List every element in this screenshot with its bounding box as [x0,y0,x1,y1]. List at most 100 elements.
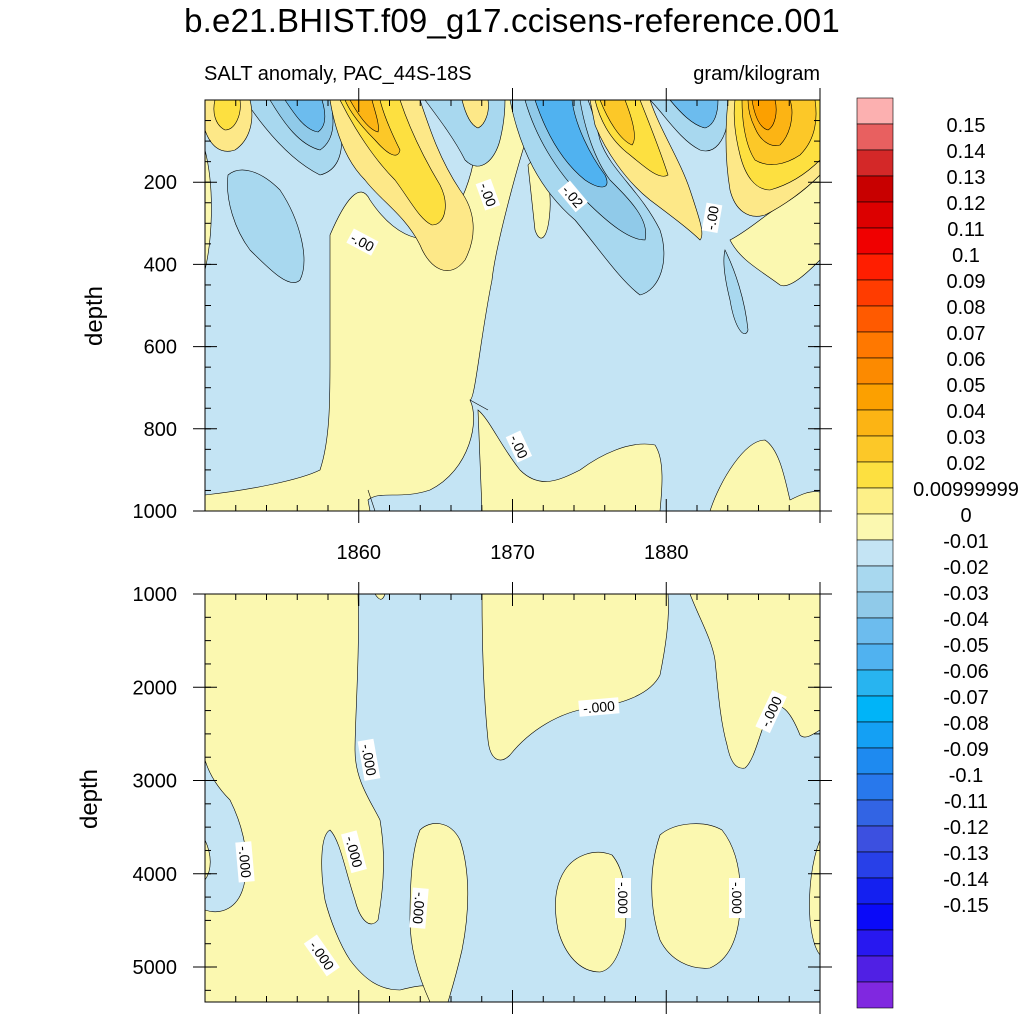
lower-contour-label: -.000 [729,882,745,914]
upper-pos-region [213,99,241,131]
colorbar-label: -0.07 [943,687,989,709]
upper-pos-region [477,409,663,512]
colorbar-label: 0.05 [947,375,986,397]
colorbar-swatch [856,539,894,567]
lower-pos-region [409,823,469,1003]
lower-y-tick-label: 2000 [133,677,178,699]
colorbar-label: 0.13 [947,167,986,189]
colorbar-label: -0.08 [943,713,989,735]
colorbar-swatch [856,487,894,515]
colorbar-label: -0.05 [943,635,989,657]
colorbar: 0.15 0.14 0.13 0.12 0.11 0.1 0.09 0.08 0.07 0.06 0… [856,97,1019,1009]
lower-y-ticks: 1000 2000 3000 4000 5000 [133,584,832,991]
upper-y-tick-label: 200 [144,172,177,194]
colorbar-label: -0.15 [943,895,989,917]
colorbar-swatch [856,227,894,255]
upper-contour-label: -.00 [702,204,722,231]
colorbar-swatch [856,565,894,593]
lower-panel: -.000 -.000 -.000 -.000 -.000 -.000 -.00… [133,582,832,1014]
lower-contour-label: -.000 [615,882,631,914]
upper-neg-region [534,99,608,188]
upper-pos-region [599,99,635,146]
colorbar-swatch [856,123,894,151]
colorbar-swatch [856,383,894,411]
colorbar-label: 0.06 [947,349,986,371]
upper-neg-region [669,99,719,129]
x-tick-label: 1860 [337,542,382,564]
colorbar-label: 0.09 [947,271,986,293]
colorbar-label: -0.09 [943,739,989,761]
colorbar-swatch [856,643,894,671]
upper-y-tick-label: 1000 [133,501,178,523]
colorbar-swatch [856,903,894,931]
colorbar-label: 0 [960,505,971,527]
x-tick-label: 1870 [490,542,535,564]
colorbar-label: 0.14 [947,141,986,163]
colorbar-swatch [856,981,894,1009]
upper-pos-region [709,439,821,512]
colorbar-swatch [856,721,894,749]
lower-y-tick-label: 5000 [133,957,178,979]
colorbar-swatch [856,513,894,541]
colorbar-label: 0.04 [947,401,986,423]
colorbar-swatch [856,201,894,229]
colorbar-label: 0.02 [947,453,986,475]
lower-pos-region [481,593,669,761]
colorbar-swatch [856,747,894,775]
colorbar-swatch [856,591,894,619]
colorbar-label: -0.06 [943,661,989,683]
colorbar-label: 0.07 [947,323,986,345]
colorbar-label: -0.14 [943,869,989,891]
lower-y-tick-label: 4000 [133,864,178,886]
colorbar-swatch [856,435,894,463]
upper-neg-region [284,99,326,133]
units-label: gram/kilogram [693,63,820,85]
colorbar-label: 0.08 [947,297,986,319]
lower-pos-region [689,593,821,769]
lower-y-tick-label: 1000 [133,584,178,606]
upper-y-ticks: 200 400 600 800 1000 [133,99,832,523]
variable-label: SALT anomaly, PAC_44S-18S [204,63,472,85]
colorbar-label: -0.03 [943,583,989,605]
upper-pos-region [349,99,379,133]
colorbar-swatch [856,695,894,723]
colorbar-label: -0.11 [944,791,988,813]
lower-pos-region [555,851,627,973]
colorbar-label: 0.03 [947,427,986,449]
lower-contour-label: -.000 [236,845,255,878]
lower-pos-region [651,823,741,969]
colorbar-swatch [856,253,894,281]
colorbar-label: -0.13 [943,843,989,865]
colorbar-label: 0.00999999 [913,479,1019,501]
upper-neg-region [227,169,305,283]
colorbar-swatch [856,955,894,983]
colorbar-label: -0.12 [943,817,989,839]
upper-y-tick-label: 400 [144,254,177,276]
colorbar-swatch [856,773,894,801]
upper-contour-label: -.00 [476,181,499,209]
upper-y-tick-label: 800 [144,419,177,441]
colorbar-swatch [856,305,894,333]
x-tick-labels: 1860 1870 1880 [337,542,689,564]
colorbar-label: -0.1 [949,765,983,787]
colorbar-label: 0.1 [952,245,980,267]
colorbar-swatch [856,409,894,437]
colorbar-swatch [856,877,894,905]
x-tick-label: 1880 [644,542,689,564]
upper-x-ticks [235,88,821,523]
colorbar-swatch [856,825,894,853]
colorbar-label: 0.11 [947,219,984,241]
chart-title: b.e21.BHIST.f09_g17.ccisens-reference.00… [184,2,840,39]
colorbar-swatch [856,149,894,177]
upper-neg-region [723,249,749,335]
upper-pos-region [204,149,212,271]
lower-contour-label: -.000 [358,743,379,777]
colorbar-label: -0.02 [943,557,989,579]
colorbar-swatch [856,461,894,489]
colorbar-swatch [856,851,894,879]
colorbar-swatch [856,617,894,645]
colorbar-swatch [856,175,894,203]
colorbar-swatch [856,669,894,697]
upper-pos-region [751,99,777,131]
